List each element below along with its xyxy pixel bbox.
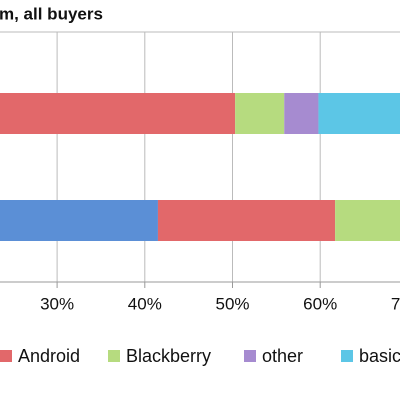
bar-segment: [235, 93, 285, 134]
legend-swatch: [341, 350, 353, 362]
bar-segment: [0, 200, 158, 241]
bar-segment: [0, 93, 236, 134]
legend-swatch: [0, 350, 12, 362]
legend-label: other: [262, 346, 303, 366]
x-tick-label: 50%: [215, 294, 249, 313]
bar-segment: [157, 200, 336, 241]
x-tick-label: 70%: [391, 294, 400, 313]
legend-swatch: [244, 350, 256, 362]
bar-segment: [284, 93, 319, 134]
x-tick-label: 40%: [128, 294, 162, 313]
chart-title: m, all buyers: [0, 4, 103, 23]
bar-segment: [318, 93, 400, 134]
legend-swatch: [108, 350, 120, 362]
x-tick-label: 60%: [303, 294, 337, 313]
legend-label: Blackberry: [126, 346, 211, 366]
x-tick-label: 30%: [40, 294, 74, 313]
bar-segment: [335, 200, 400, 241]
legend-label: basic: [359, 346, 400, 366]
legend-label: Android: [18, 346, 80, 366]
